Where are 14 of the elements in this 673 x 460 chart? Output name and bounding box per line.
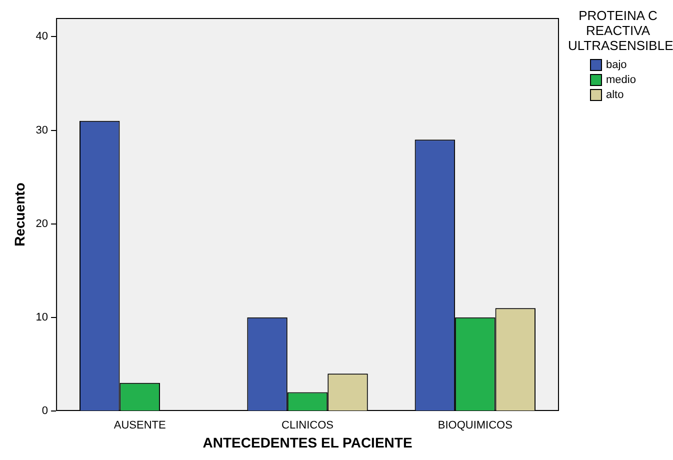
legend-title: PROTEINA C REACTIVA ULTRASENSIBLE bbox=[568, 8, 673, 53]
legend-label: alto bbox=[606, 88, 624, 100]
legend-label: bajo bbox=[606, 58, 627, 70]
y-axis-title: Recuento bbox=[11, 182, 28, 246]
legend-label: medio bbox=[606, 74, 636, 86]
y-tick-label: 30 bbox=[36, 124, 48, 136]
x-tick-label: AUSENTE bbox=[114, 420, 166, 432]
x-tick-label: CLINICOS bbox=[282, 420, 334, 432]
y-tick-label: 10 bbox=[36, 311, 48, 324]
x-tick-label: BIOQUIMICOS bbox=[438, 420, 512, 432]
x-axis-title: ANTECEDENTES EL PACIENTE bbox=[202, 434, 412, 450]
y-tick-label: 0 bbox=[42, 405, 48, 418]
y-tick-label: 40 bbox=[36, 30, 48, 43]
y-tick-label: 20 bbox=[36, 218, 48, 230]
